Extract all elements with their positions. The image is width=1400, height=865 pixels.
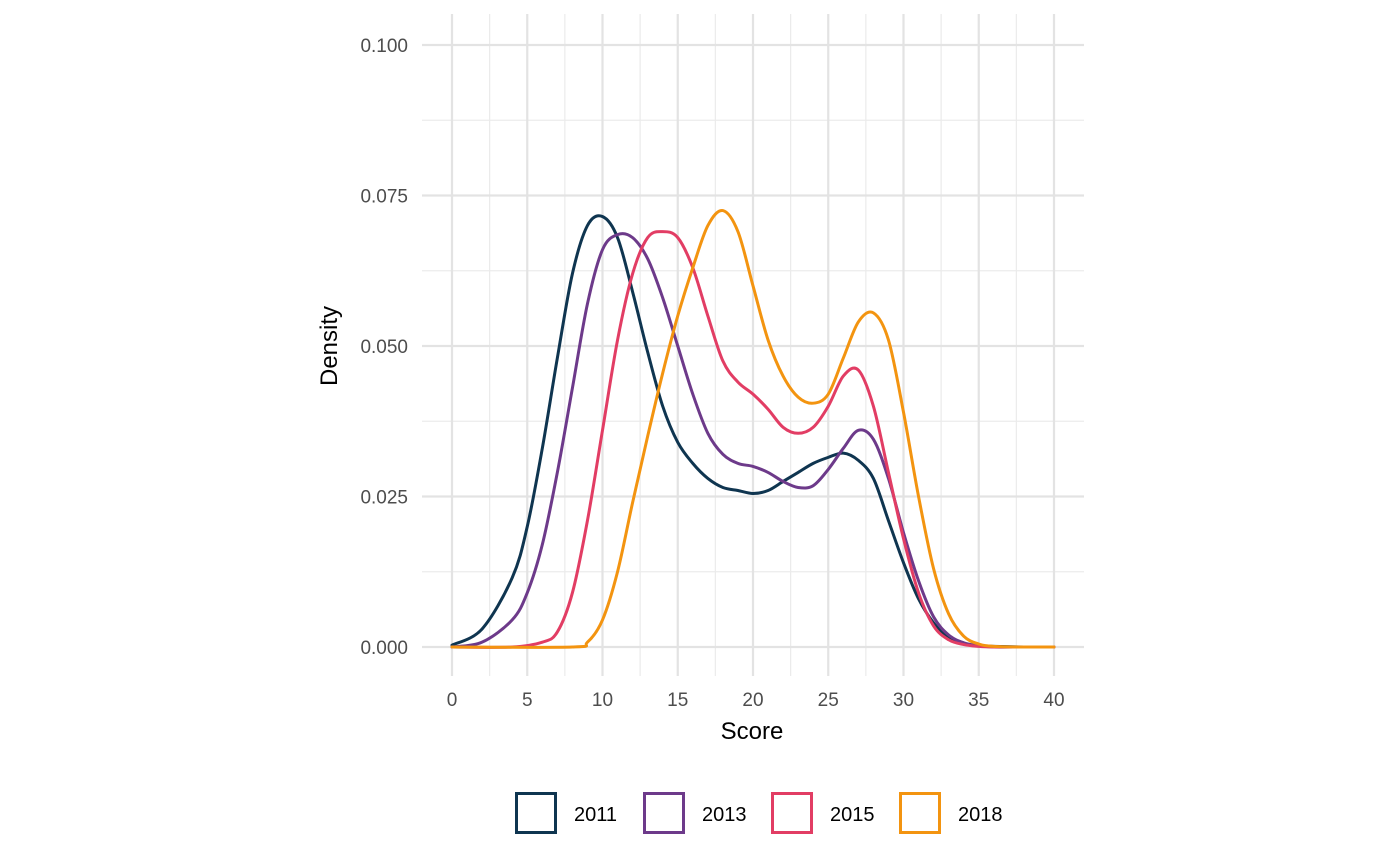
x-tick-label: 0: [447, 690, 458, 711]
legend-key-2018: [899, 792, 941, 834]
x-tick-label: 30: [893, 690, 914, 711]
x-tick-label: 5: [522, 690, 533, 711]
x-axis-title: Score: [721, 718, 784, 745]
major-gridlines: [422, 14, 1084, 676]
legend-key-2015: [771, 792, 813, 834]
series-line-2018: [450, 209, 1056, 649]
legend-item-2013: 2013: [643, 792, 747, 834]
legend: 2011 2013 2015 2018: [515, 792, 1003, 834]
legend-label-2013: 2013: [702, 804, 747, 826]
y-tick-labels: 0.000 0.025 0.050 0.075 0.100: [360, 36, 408, 659]
legend-label-2018: 2018: [958, 804, 1003, 826]
x-tick-label: 10: [592, 690, 613, 711]
y-tick-label: 0.025: [360, 488, 408, 509]
y-tick-label: 0.000: [360, 638, 408, 659]
x-tick-label: 25: [818, 690, 839, 711]
y-tick-label: 0.100: [360, 36, 408, 57]
legend-label-2015: 2015: [830, 804, 875, 826]
x-tick-label: 35: [968, 690, 989, 711]
legend-item-2015: 2015: [771, 792, 875, 834]
series-line-2015: [450, 230, 1056, 649]
y-tick-label: 0.050: [360, 337, 408, 358]
series-line-2013: [450, 232, 1056, 649]
legend-item-2011: 2011: [515, 792, 617, 834]
series-lines: [450, 209, 1056, 649]
y-axis-title: Density: [316, 306, 343, 386]
x-tick-label: 20: [742, 690, 763, 711]
series-line-2011: [450, 214, 1056, 649]
x-tick-label: 15: [667, 690, 688, 711]
legend-label-2011: 2011: [574, 804, 617, 826]
legend-item-2018: 2018: [899, 792, 1003, 834]
x-tick-labels: 0 5 10 15 20 25 30 35 40: [447, 690, 1065, 711]
legend-key-2013: [643, 792, 685, 834]
y-tick-label: 0.075: [360, 187, 408, 208]
x-tick-label: 40: [1043, 690, 1064, 711]
legend-key-2011: [515, 792, 557, 834]
